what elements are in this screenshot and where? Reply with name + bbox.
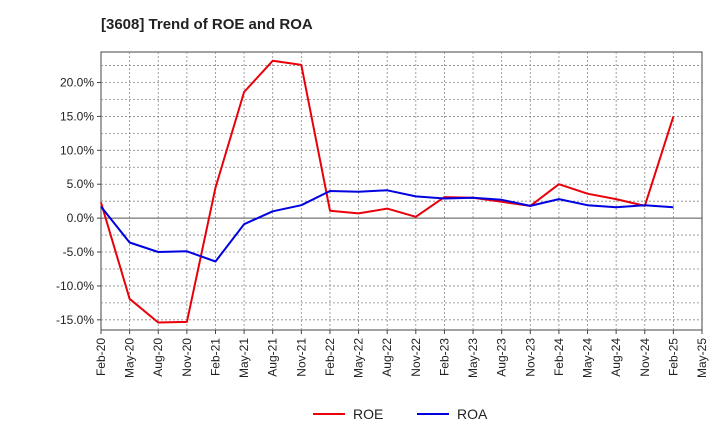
legend-label-roa: ROA	[457, 406, 488, 422]
x-tick-label: Aug-24	[609, 338, 623, 377]
x-tick-label: May-23	[466, 338, 480, 378]
x-tick-label: Nov-20	[180, 338, 194, 377]
x-tick-label: Feb-20	[94, 338, 108, 376]
y-tick-label: 20.0%	[60, 76, 94, 90]
x-tick-label: May-24	[581, 338, 595, 378]
y-tick-label: 15.0%	[60, 109, 94, 123]
x-tick-label: May-22	[352, 338, 366, 378]
x-tick-label: May-21	[237, 338, 251, 378]
x-tick-label: Nov-24	[638, 338, 652, 377]
y-tick-label: -5.0%	[63, 245, 95, 259]
x-tick-label: Feb-24	[552, 338, 566, 376]
chart-title: [3608] Trend of ROE and ROA	[101, 16, 313, 33]
y-tick-label: -10.0%	[56, 279, 94, 293]
y-tick-label: 0.0%	[67, 211, 95, 225]
x-tick-label: Aug-21	[266, 338, 280, 377]
x-tick-label: May-20	[123, 338, 137, 378]
x-tick-label: Aug-20	[151, 338, 165, 377]
x-tick-label: Feb-22	[323, 338, 337, 376]
x-tick-label: Feb-25	[666, 338, 680, 376]
x-tick-label: May-25	[695, 338, 709, 378]
x-tick-label: Nov-22	[409, 338, 423, 377]
series-line-roe	[100, 59, 675, 324]
x-tick-label: Aug-22	[380, 338, 394, 377]
plot-area	[100, 51, 703, 331]
x-tick-label: Aug-23	[495, 338, 509, 377]
legend-label-roe: ROE	[353, 406, 383, 422]
x-tick-label: Nov-23	[523, 338, 537, 377]
x-tick-label: Feb-23	[437, 338, 451, 376]
series-line-roa	[100, 189, 674, 263]
y-tick-label: 5.0%	[67, 177, 95, 191]
y-tick-label: 10.0%	[60, 143, 94, 157]
x-tick-label: Feb-21	[208, 338, 222, 376]
y-tick-label: -15.0%	[56, 313, 94, 327]
x-tick-label: Nov-21	[294, 338, 308, 377]
